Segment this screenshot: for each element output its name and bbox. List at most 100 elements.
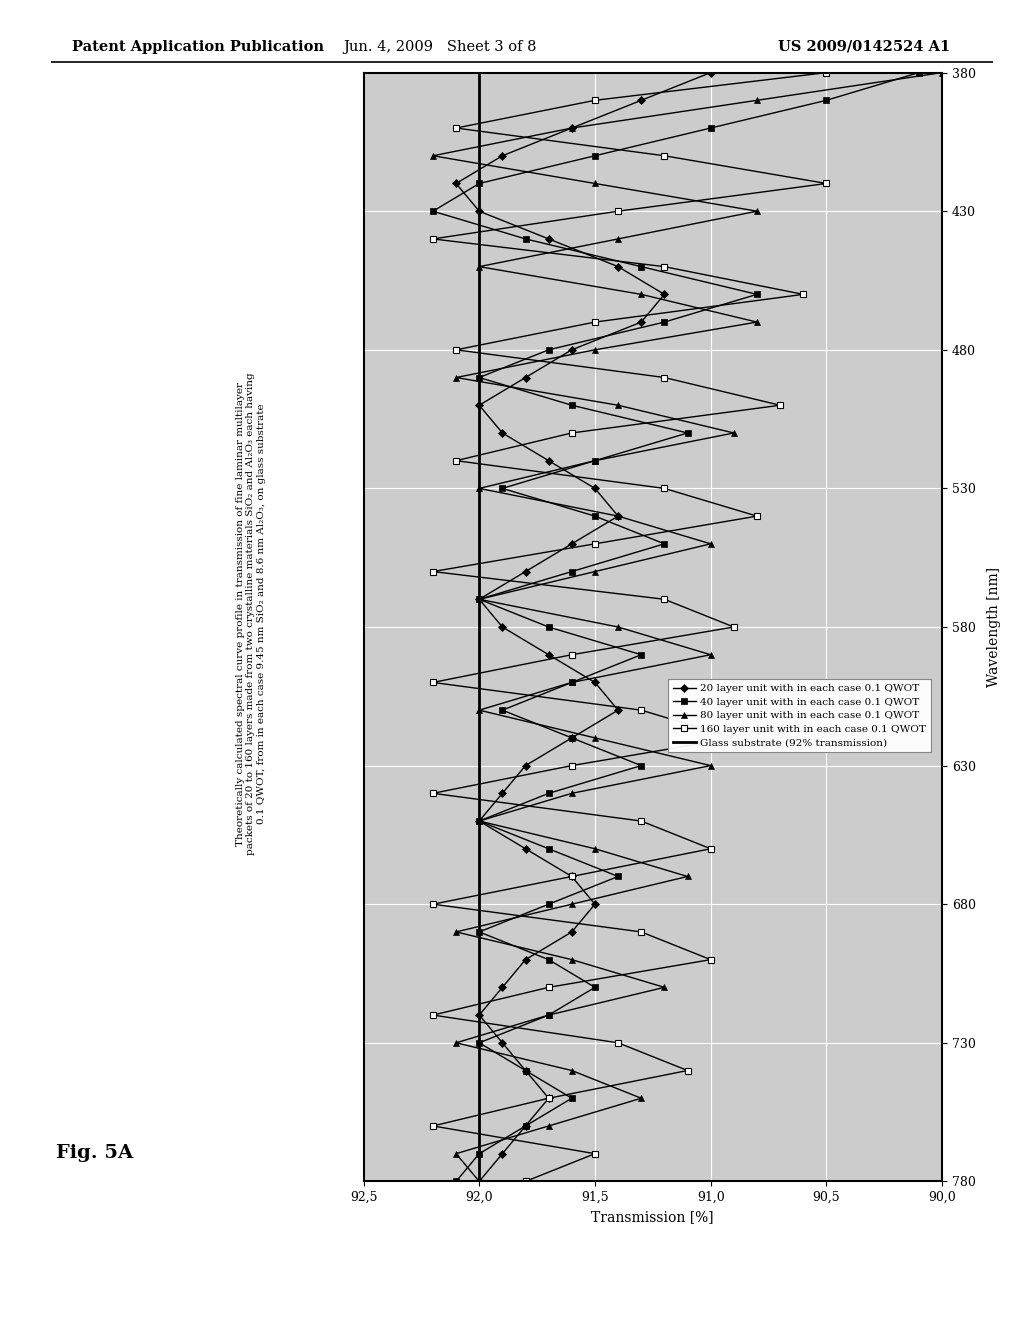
80 layer unit with in each case 0.1 QWOT [565,675,578,690]
Text: Patent Application Publication: Patent Application Publication [72,40,324,54]
80 layer unit with in each case 0.1 QWOT [705,758,717,774]
40 layer unit with in each case 0.1 QWOT [589,508,601,524]
20 layer unit with in each case 0.1 QWOT [473,397,485,413]
80 layer unit with in each case 0.1 QWOT [543,1118,555,1134]
80 layer unit with in each case 0.1 QWOT [473,591,485,607]
40 layer unit with in each case 0.1 QWOT [635,647,647,663]
40 layer unit with in each case 0.1 QWOT [820,92,833,108]
160 layer unit with in each case 0.1 QWOT [658,480,671,496]
20 layer unit with in each case 0.1 QWOT [543,1090,555,1106]
160 layer unit with in each case 0.1 QWOT [450,120,462,136]
40 layer unit with in each case 0.1 QWOT [681,425,693,441]
20 layer unit with in each case 0.1 QWOT [519,952,531,968]
160 layer unit with in each case 0.1 QWOT [427,675,439,690]
80 layer unit with in each case 0.1 QWOT [589,730,601,746]
40 layer unit with in each case 0.1 QWOT [565,1090,578,1106]
80 layer unit with in each case 0.1 QWOT [450,1035,462,1051]
80 layer unit with in each case 0.1 QWOT [612,508,625,524]
20 layer unit with in each case 0.1 QWOT [473,1007,485,1023]
40 layer unit with in each case 0.1 QWOT [565,730,578,746]
20 layer unit with in each case 0.1 QWOT [612,508,625,524]
20 layer unit with in each case 0.1 QWOT [658,286,671,302]
20 layer unit with in each case 0.1 QWOT [565,924,578,940]
80 layer unit with in each case 0.1 QWOT [936,65,948,81]
20 layer unit with in each case 0.1 QWOT [543,231,555,247]
X-axis label: Transmission [%]: Transmission [%] [592,1209,714,1224]
20 layer unit with in each case 0.1 QWOT [612,259,625,275]
160 layer unit with in each case 0.1 QWOT [565,647,578,663]
80 layer unit with in each case 0.1 QWOT [565,785,578,801]
80 layer unit with in each case 0.1 QWOT [473,259,485,275]
40 layer unit with in each case 0.1 QWOT [565,397,578,413]
40 layer unit with in each case 0.1 QWOT [543,952,555,968]
20 layer unit with in each case 0.1 QWOT [589,896,601,912]
160 layer unit with in each case 0.1 QWOT [612,1035,625,1051]
80 layer unit with in each case 0.1 QWOT [450,924,462,940]
80 layer unit with in each case 0.1 QWOT [635,286,647,302]
40 layer unit with in each case 0.1 QWOT [543,619,555,635]
20 layer unit with in each case 0.1 QWOT [543,453,555,469]
160 layer unit with in each case 0.1 QWOT [565,869,578,884]
40 layer unit with in each case 0.1 QWOT [658,314,671,330]
80 layer unit with in each case 0.1 QWOT [612,619,625,635]
160 layer unit with in each case 0.1 QWOT [728,730,740,746]
20 layer unit with in each case 0.1 QWOT [473,203,485,219]
40 layer unit with in each case 0.1 QWOT [635,758,647,774]
Text: Jun. 4, 2009   Sheet 3 of 8: Jun. 4, 2009 Sheet 3 of 8 [344,40,537,54]
20 layer unit with in each case 0.1 QWOT [473,813,485,829]
40 layer unit with in each case 0.1 QWOT [912,65,925,81]
160 layer unit with in each case 0.1 QWOT [589,92,601,108]
160 layer unit with in each case 0.1 QWOT [589,314,601,330]
Text: Fig. 5A: Fig. 5A [56,1143,133,1162]
40 layer unit with in each case 0.1 QWOT [658,536,671,552]
40 layer unit with in each case 0.1 QWOT [450,1173,462,1189]
80 layer unit with in each case 0.1 QWOT [450,370,462,385]
40 layer unit with in each case 0.1 QWOT [473,591,485,607]
40 layer unit with in each case 0.1 QWOT [543,841,555,857]
Y-axis label: Wavelength [nm]: Wavelength [nm] [987,566,1000,688]
Line: 160 layer unit with in each case 0.1 QWOT: 160 layer unit with in each case 0.1 QWO… [429,69,829,1185]
20 layer unit with in each case 0.1 QWOT [565,342,578,358]
40 layer unit with in each case 0.1 QWOT [589,148,601,164]
40 layer unit with in each case 0.1 QWOT [589,979,601,995]
160 layer unit with in each case 0.1 QWOT [519,1173,531,1189]
40 layer unit with in each case 0.1 QWOT [543,342,555,358]
40 layer unit with in each case 0.1 QWOT [543,1007,555,1023]
20 layer unit with in each case 0.1 QWOT [565,730,578,746]
Line: 80 layer unit with in each case 0.1 QWOT: 80 layer unit with in each case 0.1 QWOT [430,70,945,1184]
160 layer unit with in each case 0.1 QWOT [635,924,647,940]
160 layer unit with in each case 0.1 QWOT [658,370,671,385]
40 layer unit with in each case 0.1 QWOT [589,453,601,469]
40 layer unit with in each case 0.1 QWOT [473,176,485,191]
160 layer unit with in each case 0.1 QWOT [681,1063,693,1078]
160 layer unit with in each case 0.1 QWOT [635,813,647,829]
20 layer unit with in each case 0.1 QWOT [565,120,578,136]
160 layer unit with in each case 0.1 QWOT [774,397,786,413]
40 layer unit with in each case 0.1 QWOT [473,1035,485,1051]
40 layer unit with in each case 0.1 QWOT [565,564,578,579]
20 layer unit with in each case 0.1 QWOT [543,647,555,663]
20 layer unit with in each case 0.1 QWOT [612,702,625,718]
Legend: 20 layer unit with in each case 0.1 QWOT, 40 layer unit with in each case 0.1 QW: 20 layer unit with in each case 0.1 QWOT… [668,678,931,752]
40 layer unit with in each case 0.1 QWOT [751,286,763,302]
20 layer unit with in each case 0.1 QWOT [519,370,531,385]
20 layer unit with in each case 0.1 QWOT [635,92,647,108]
80 layer unit with in each case 0.1 QWOT [565,120,578,136]
20 layer unit with in each case 0.1 QWOT [473,1173,485,1189]
20 layer unit with in each case 0.1 QWOT [497,1035,509,1051]
80 layer unit with in each case 0.1 QWOT [473,813,485,829]
40 layer unit with in each case 0.1 QWOT [519,1118,531,1134]
160 layer unit with in each case 0.1 QWOT [820,176,833,191]
160 layer unit with in each case 0.1 QWOT [565,425,578,441]
80 layer unit with in each case 0.1 QWOT [612,397,625,413]
40 layer unit with in each case 0.1 QWOT [497,702,509,718]
80 layer unit with in each case 0.1 QWOT [728,425,740,441]
80 layer unit with in each case 0.1 QWOT [751,203,763,219]
80 layer unit with in each case 0.1 QWOT [565,1063,578,1078]
Text: US 2009/0142524 A1: US 2009/0142524 A1 [778,40,950,54]
40 layer unit with in each case 0.1 QWOT [565,675,578,690]
80 layer unit with in each case 0.1 QWOT [681,869,693,884]
80 layer unit with in each case 0.1 QWOT [450,1146,462,1162]
80 layer unit with in each case 0.1 QWOT [473,702,485,718]
40 layer unit with in each case 0.1 QWOT [519,1063,531,1078]
